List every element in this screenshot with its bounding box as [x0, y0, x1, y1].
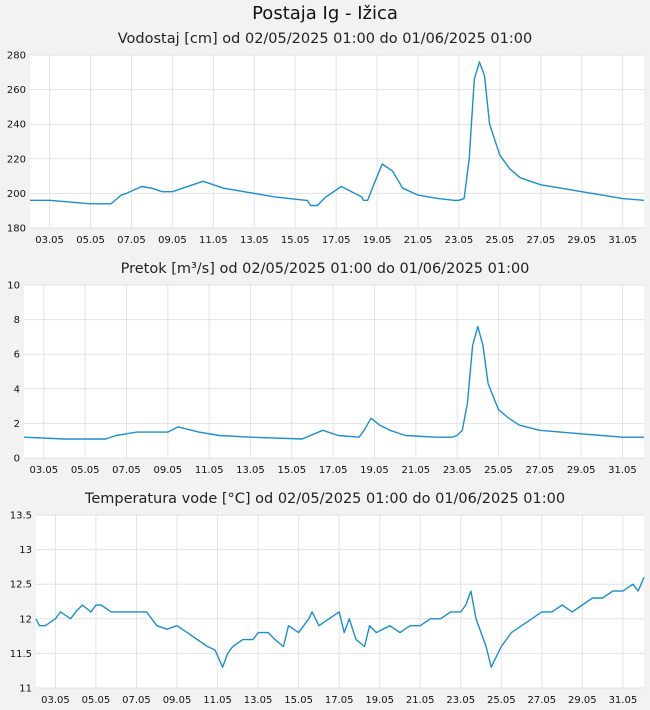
y-tick-label: 280	[7, 51, 26, 62]
x-tick-label: 27.05	[526, 235, 555, 246]
plot-area	[30, 55, 644, 228]
y-tick-label: 13.5	[10, 511, 32, 522]
discharge-chart: 0 2 4 6 8 10 03.05 05.05 07.05 09.05 11.05 13.05 15.…	[7, 281, 644, 476]
y-tick-label: 13	[19, 545, 32, 556]
x-tick-label: 13.05	[244, 695, 273, 706]
water-level-chart: 180 200 220 240 260 280 03.05 05.05 07.05 09.05 11…	[7, 51, 645, 246]
y-tick-label: 12.5	[10, 580, 32, 591]
y-tick-label: 220	[7, 154, 26, 165]
y-tick-label: 260	[7, 85, 26, 96]
x-tick-label: 25.05	[486, 235, 515, 246]
y-tick-label: 12	[19, 614, 32, 625]
x-tick-label: 31.05	[609, 695, 638, 706]
y-tick-label: 8	[14, 315, 20, 326]
x-tick-label: 27.05	[528, 695, 557, 706]
water-temperature-chart: 11 11.5 12 12.5 13 13.5 03.05 05.05 07.05 09.05 11…	[10, 511, 645, 706]
y-tick-label: 240	[7, 120, 26, 131]
x-tick-label: 17.05	[322, 235, 351, 246]
x-tick-label: 11.05	[195, 465, 224, 476]
x-tick-label: 29.05	[567, 465, 596, 476]
x-tick-label: 23.05	[446, 695, 475, 706]
x-tick-label: 23.05	[445, 235, 474, 246]
y-tick-label: 11.5	[10, 649, 32, 660]
x-tick-label: 11.05	[199, 235, 228, 246]
x-tick-label: 27.05	[525, 465, 554, 476]
x-tick-label: 03.05	[41, 695, 70, 706]
x-tick-label: 17.05	[319, 465, 348, 476]
y-tick-label: 6	[14, 350, 20, 361]
x-tick-label: 17.05	[325, 695, 354, 706]
y-tick-label: 10	[7, 281, 20, 292]
x-tick-label: 09.05	[153, 465, 182, 476]
x-tick-label: 13.05	[236, 465, 265, 476]
x-tick-label: 09.05	[163, 695, 192, 706]
x-tick-label: 19.05	[363, 235, 392, 246]
x-tick-label: 05.05	[76, 235, 105, 246]
x-tick-label: 21.05	[401, 465, 430, 476]
page-title: Postaja Ig - Ižica	[252, 3, 398, 24]
y-tick-label: 11	[19, 684, 32, 695]
x-tick-label: 07.05	[117, 235, 146, 246]
discharge-chart-title: Pretok [m³/s] od 02/05/2025 01:00 do 01/…	[120, 261, 530, 277]
x-tick-label: 11.05	[203, 695, 232, 706]
series-line	[23, 325, 644, 440]
x-tick-label: 07.05	[112, 465, 141, 476]
x-tick-label: 31.05	[608, 235, 637, 246]
x-tick-label: 05.05	[82, 695, 111, 706]
x-tick-label: 07.05	[122, 695, 151, 706]
plot-area	[36, 515, 644, 688]
y-tick-label: 200	[7, 189, 26, 200]
x-tick-label: 29.05	[568, 695, 597, 706]
y-tick-label: 180	[7, 224, 26, 235]
water-temperature-chart-title: Temperatura vode [°C] od 02/05/2025 01:0…	[84, 491, 566, 507]
x-tick-label: 31.05	[608, 465, 637, 476]
x-tick-label: 25.05	[484, 465, 513, 476]
x-tick-label: 23.05	[443, 465, 472, 476]
x-tick-label: 09.05	[158, 235, 187, 246]
x-tick-label: 15.05	[277, 465, 306, 476]
x-tick-label: 29.05	[567, 235, 596, 246]
y-tick-label: 2	[14, 419, 20, 430]
plot-area	[24, 285, 644, 458]
x-tick-label: 15.05	[281, 235, 310, 246]
x-tick-label: 19.05	[365, 695, 394, 706]
series-line	[30, 61, 645, 207]
y-tick-label: 4	[14, 384, 20, 395]
x-tick-label: 03.05	[29, 465, 58, 476]
x-tick-label: 05.05	[71, 465, 100, 476]
water-level-chart-title: Vodostaj [cm] od 02/05/2025 01:00 do 01/…	[117, 31, 533, 47]
series-line	[35, 577, 645, 668]
x-tick-label: 03.05	[35, 235, 64, 246]
x-tick-label: 21.05	[406, 695, 435, 706]
x-tick-label: 21.05	[404, 235, 433, 246]
x-tick-label: 13.05	[240, 235, 269, 246]
x-tick-label: 25.05	[487, 695, 516, 706]
x-tick-label: 15.05	[284, 695, 313, 706]
y-tick-label: 0	[14, 454, 20, 465]
x-tick-label: 19.05	[360, 465, 389, 476]
